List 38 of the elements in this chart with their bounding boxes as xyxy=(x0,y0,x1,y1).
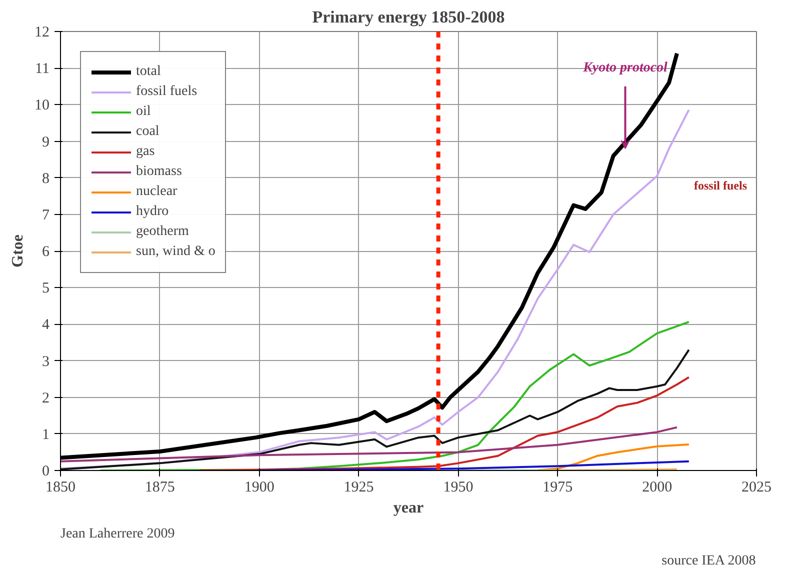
annotation: fossil fuels xyxy=(694,178,748,192)
y-tick-label: 6 xyxy=(42,244,50,260)
x-tick-label: 1925 xyxy=(344,480,374,496)
x-tick-label: 1875 xyxy=(144,480,175,496)
legend-label: oil xyxy=(136,104,152,120)
legend-label: hydro xyxy=(136,204,169,220)
legend-label: nuclear xyxy=(136,184,178,200)
chart-title: Primary energy 1850-2008 xyxy=(312,8,505,26)
y-tick-label: 0 xyxy=(42,464,50,480)
source-note: source IEA 2008 xyxy=(662,554,756,568)
y-tick-label: 10 xyxy=(34,98,50,114)
y-tick-label: 8 xyxy=(42,170,50,187)
x-tick-label: 1900 xyxy=(244,480,274,496)
x-tick-label: 2000 xyxy=(642,480,672,496)
legend-label: geotherm xyxy=(136,224,189,240)
legend-label: biomass xyxy=(136,164,182,180)
annotation: Kyoto protocol xyxy=(582,60,668,76)
text: Jean Laherrere 2009 xyxy=(60,526,175,542)
x-tick-label: 2025 xyxy=(742,480,772,496)
y-tick-label: 11 xyxy=(35,61,50,78)
y-tick-label: 3 xyxy=(42,354,50,370)
legend-label: total xyxy=(136,64,161,80)
y-tick-label: 4 xyxy=(42,317,50,334)
x-tick-label: 1950 xyxy=(443,480,474,496)
y-tick-label: 7 xyxy=(42,207,50,224)
x-axis-title: year xyxy=(393,500,424,516)
legend-label: coal xyxy=(136,124,160,140)
legend-label: gas xyxy=(136,144,156,160)
x-tick-label: 1850 xyxy=(46,480,76,496)
y-axis-title: Gtoe xyxy=(10,234,26,268)
y-tick-label: 1 xyxy=(42,426,50,443)
legend-label: fossil fuels xyxy=(136,84,198,100)
y-tick-label: 5 xyxy=(42,280,50,297)
y-tick-label: 2 xyxy=(42,390,50,406)
y-tick-label: 12 xyxy=(34,24,50,40)
y-tick-label: 9 xyxy=(42,134,50,150)
legend-label: sun, wind & o xyxy=(136,244,216,260)
x-tick-label: 1975 xyxy=(542,480,573,496)
